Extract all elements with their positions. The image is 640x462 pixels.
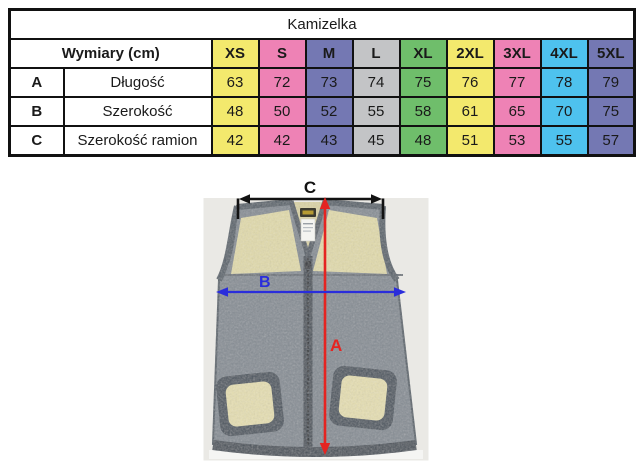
size-col-m: M — [304, 38, 354, 69]
value-cell: 42 — [210, 125, 260, 157]
value-cell: 58 — [398, 96, 448, 127]
label-a: A — [330, 336, 342, 355]
value-cell: 79 — [586, 67, 636, 98]
chest-panel-left — [231, 210, 301, 274]
care-label-text-line — [303, 223, 313, 225]
table-row-length: A Długość 63 72 73 74 75 76 77 78 79 — [8, 67, 636, 98]
dimensions-header: Wymiary (cm) — [8, 38, 213, 69]
row-letter: A — [8, 67, 65, 98]
value-cell: 51 — [445, 125, 495, 157]
care-label — [300, 218, 316, 242]
value-cell: 48 — [398, 125, 448, 157]
value-cell: 72 — [257, 67, 307, 98]
size-col-5xl: 5XL — [586, 38, 636, 69]
value-cell: 45 — [351, 125, 401, 157]
row-letter: C — [8, 125, 65, 157]
label-c: C — [304, 178, 316, 197]
table-title: Kamizelka — [8, 8, 636, 40]
zipper-pull — [305, 261, 311, 269]
chest-panel-right — [313, 210, 387, 274]
measurement-arrow-a — [319, 197, 331, 455]
hem-trim — [212, 440, 417, 457]
value-cell: 74 — [351, 67, 401, 98]
care-label-text-line — [303, 230, 311, 232]
row-label: Długość — [62, 67, 213, 98]
value-cell: 55 — [539, 125, 589, 157]
row-label: Szerokość — [62, 96, 213, 127]
row-label: Szerokość ramion — [62, 125, 213, 157]
size-col-4xl: 4XL — [539, 38, 589, 69]
shoulder-trim-left — [236, 199, 292, 210]
size-col-xl: XL — [398, 38, 448, 69]
shoulder-trim-right — [324, 199, 384, 210]
pocket-right — [329, 365, 397, 431]
table-row-shoulder-width: C Szerokość ramion 42 42 43 45 48 51 53 … — [8, 125, 636, 157]
value-cell: 77 — [492, 67, 542, 98]
brand-label-logo — [302, 210, 314, 215]
value-cell: 76 — [445, 67, 495, 98]
value-cell: 55 — [351, 96, 401, 127]
measurement-arrow-b — [216, 287, 406, 297]
pocket-left — [216, 371, 284, 437]
table-header-row: Wymiary (cm) XS S M L XL 2XL 3XL 4XL 5XL — [8, 38, 636, 69]
measurement-arrow-c — [236, 194, 385, 219]
table-title-row: Kamizelka — [8, 8, 636, 40]
value-cell: 78 — [539, 67, 589, 98]
value-cell: 50 — [257, 96, 307, 127]
label-b: B — [259, 274, 271, 291]
value-cell: 70 — [539, 96, 589, 127]
value-cell: 65 — [492, 96, 542, 127]
size-col-l: L — [351, 38, 401, 69]
value-cell: 57 — [586, 125, 636, 157]
value-cell: 43 — [304, 125, 354, 157]
size-chart-table: Kamizelka Wymiary (cm) XS S M L XL 2XL 3… — [8, 8, 637, 157]
value-cell: 73 — [304, 67, 354, 98]
value-cell: 63 — [210, 67, 260, 98]
table-row-width: B Szerokość 48 50 52 55 58 61 65 70 75 — [8, 96, 636, 127]
value-cell: 52 — [304, 96, 354, 127]
size-col-2xl: 2XL — [445, 38, 495, 69]
value-cell: 48 — [210, 96, 260, 127]
value-cell: 75 — [586, 96, 636, 127]
size-col-xs: XS — [210, 38, 260, 69]
vest-measurement-diagram: C A B — [203, 178, 429, 461]
vest-photo: C A B — [203, 178, 429, 461]
value-cell: 42 — [257, 125, 307, 157]
size-col-s: S — [257, 38, 307, 69]
armhole-trim-left — [216, 205, 240, 282]
row-letter: B — [8, 96, 65, 127]
value-cell: 61 — [445, 96, 495, 127]
value-cell: 75 — [398, 67, 448, 98]
care-label-text-line — [303, 227, 313, 229]
value-cell: 53 — [492, 125, 542, 157]
size-col-3xl: 3XL — [492, 38, 542, 69]
